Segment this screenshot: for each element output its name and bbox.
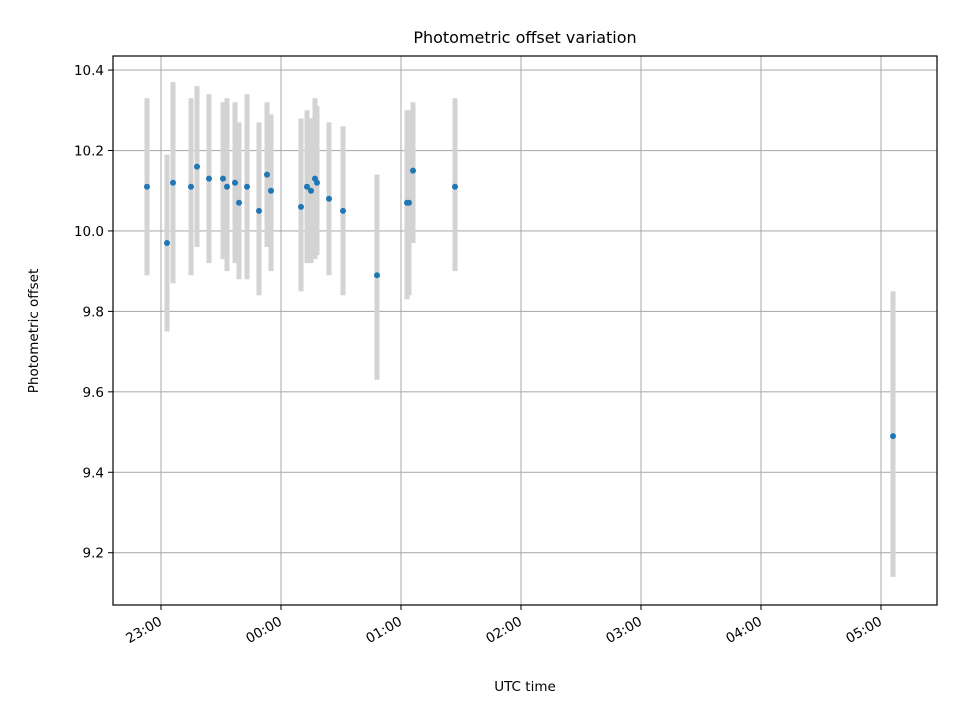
data-point [220,175,226,182]
grid [113,56,937,605]
data-point [374,272,380,279]
x-tick-label: 23:00 [123,614,165,647]
data-point [188,183,194,190]
chart-title: Photometric offset variation [413,28,636,47]
data-point [326,195,332,202]
data-point [170,179,176,186]
x-tick-label: 05:00 [843,614,885,647]
data-point [268,187,274,194]
y-tick-label: 9.6 [83,385,104,401]
y-tick-label: 9.4 [83,465,104,481]
data-point [232,179,238,186]
data-point [244,183,250,190]
data-point [206,175,212,182]
data-point [308,187,314,194]
y-tick-label: 10.4 [74,63,104,79]
data-point [144,183,150,190]
data-point [298,203,304,210]
data-point [452,183,458,190]
data-point [264,171,270,178]
data-point [304,183,310,190]
data-points [144,163,896,440]
data-point [194,163,200,170]
x-tick-label: 02:00 [483,614,525,647]
data-point [224,183,230,190]
y-tick-label: 9.2 [83,546,104,562]
x-tick-label: 00:00 [243,614,285,647]
data-point [314,179,320,186]
data-point [340,207,346,214]
error-bars [144,82,896,577]
x-tick-label: 04:00 [723,614,765,647]
data-point [256,207,262,214]
y-axis-label: Photometric offset [26,269,42,393]
data-point [410,167,416,174]
y-tick-label: 9.8 [83,304,104,320]
x-tick-label: 03:00 [603,614,645,647]
plot-frame [112,55,938,606]
data-point [406,199,412,206]
y-tick-label: 10.0 [74,224,104,240]
y-tick-label: 10.2 [74,144,104,160]
x-tick-label: 01:00 [363,614,405,647]
data-point [890,433,896,440]
data-point [236,199,242,206]
x-axis-label: UTC time [494,679,556,695]
data-point [164,240,170,247]
